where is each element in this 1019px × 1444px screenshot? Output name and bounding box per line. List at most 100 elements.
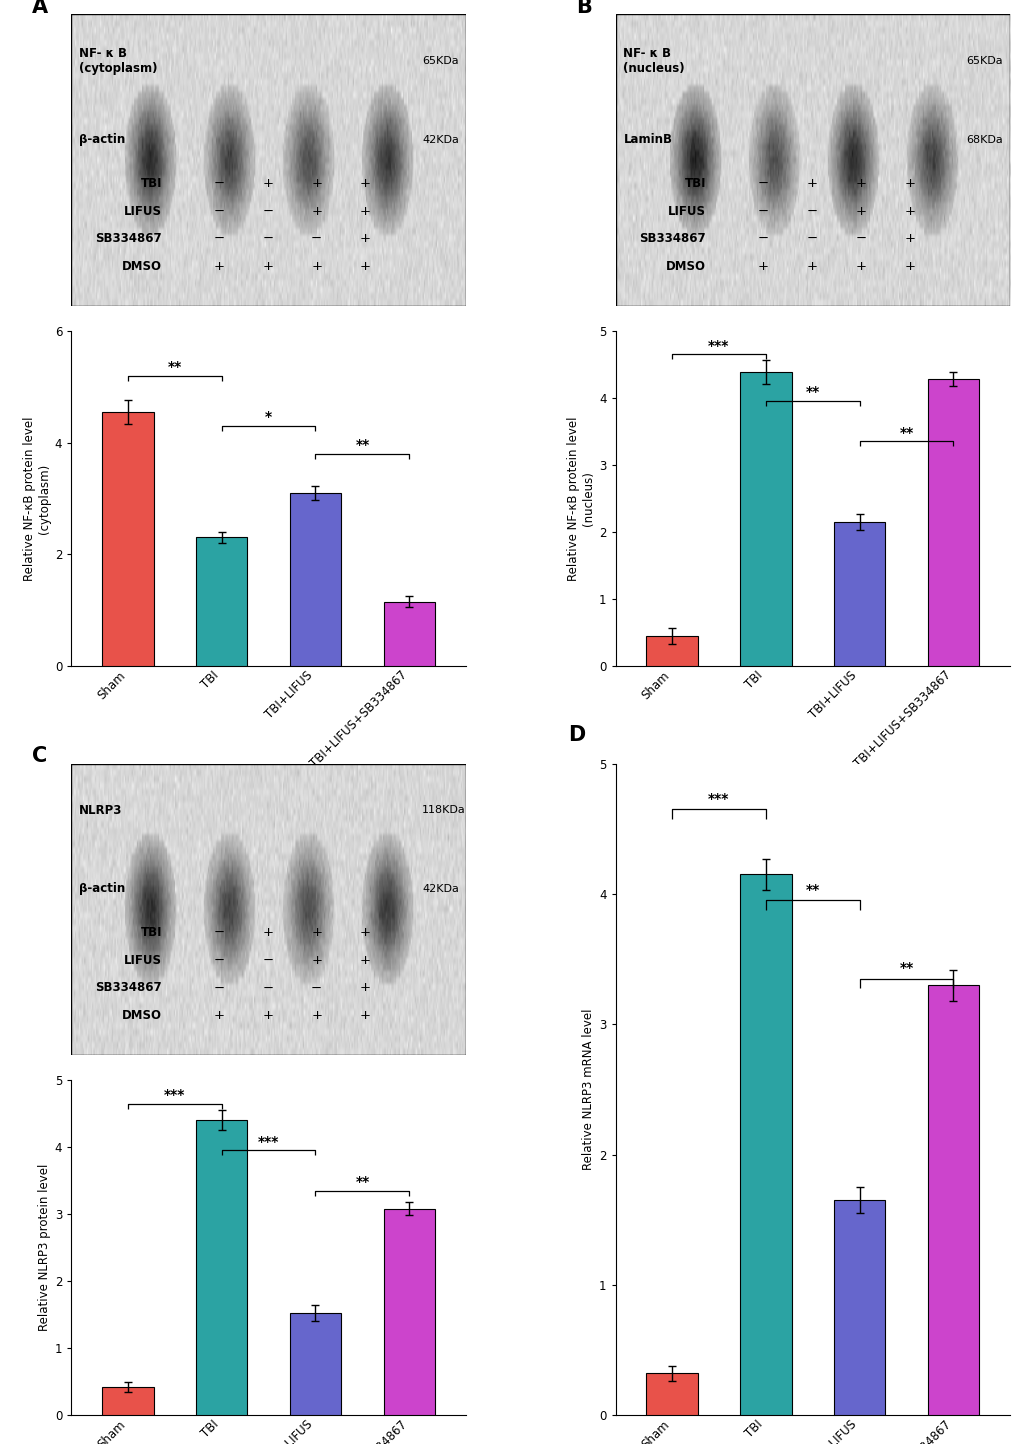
Text: −: − [213,926,224,939]
Text: −: − [757,178,767,191]
Text: β-actin: β-actin [79,882,125,895]
Text: ***: *** [258,1135,279,1148]
Text: **: ** [355,1175,369,1188]
Text: +: + [360,232,371,245]
Text: ***: *** [707,791,729,806]
Text: −: − [262,982,273,995]
Bar [739,875,791,1415]
Text: +: + [360,260,371,273]
Text: +: + [360,926,371,939]
Text: +: + [360,982,371,995]
Text: −: − [805,232,816,245]
Text: +: + [311,1009,322,1022]
Text: +: + [360,205,371,218]
Text: TBI: TBI [141,926,162,939]
Text: NF- κ B
(nucleus): NF- κ B (nucleus) [623,48,685,75]
Text: A: A [32,0,48,17]
Text: +: + [311,954,322,967]
Text: −: − [213,954,224,967]
Text: −: − [262,954,273,967]
Text: −: − [311,982,322,995]
Text: 68KDa: 68KDa [965,134,1003,144]
Text: D: D [568,725,585,745]
Text: LIFUS: LIFUS [124,954,162,967]
Text: +: + [360,1009,371,1022]
Text: 65KDa: 65KDa [965,56,1002,66]
Text: +: + [262,926,273,939]
Text: +: + [757,260,767,273]
Text: ***: *** [707,338,729,352]
Text: **: ** [899,426,913,439]
Y-axis label: Relative NF-κB protein level
(cytoplasm): Relative NF-κB protein level (cytoplasm) [22,416,51,580]
Text: *: * [265,410,272,425]
Text: 118KDa: 118KDa [422,806,466,816]
Text: B: B [576,0,591,17]
Text: NF- κ B
(cytoplasm): NF- κ B (cytoplasm) [79,48,158,75]
Bar [196,537,248,666]
Text: TBI: TBI [141,178,162,191]
Text: −: − [805,205,816,218]
Text: −: − [213,982,224,995]
Bar [926,380,978,666]
Text: +: + [854,178,865,191]
Text: LIFUS: LIFUS [667,205,705,218]
Bar [383,1209,435,1415]
Text: **: ** [167,360,181,374]
Text: TBI: TBI [684,178,705,191]
Text: 65KDa: 65KDa [422,56,459,66]
Text: −: − [262,232,273,245]
Bar [196,1121,248,1415]
Text: −: − [213,205,224,218]
Text: SB334867: SB334867 [96,982,162,995]
Text: −: − [757,205,767,218]
Bar [645,635,697,666]
Text: ***: *** [164,1087,185,1102]
Text: +: + [262,1009,273,1022]
Bar [833,1200,884,1415]
Text: +: + [854,205,865,218]
Bar [102,412,154,666]
Text: −: − [854,232,865,245]
Text: +: + [903,232,914,245]
Bar [289,492,341,666]
Text: +: + [903,205,914,218]
Text: 42KDa: 42KDa [422,134,459,144]
Text: +: + [360,178,371,191]
Y-axis label: Relative NLRP3 mRNA level: Relative NLRP3 mRNA level [581,1008,594,1170]
Text: C: C [32,747,47,767]
Y-axis label: Relative NF-κB protein level
(nucleus): Relative NF-κB protein level (nucleus) [567,416,594,580]
Text: +: + [360,954,371,967]
Text: **: ** [899,962,913,975]
Text: +: + [903,260,914,273]
Bar [383,602,435,666]
Text: DMSO: DMSO [122,260,162,273]
Text: −: − [213,178,224,191]
Bar [926,985,978,1415]
Text: **: ** [805,386,819,400]
Text: −: − [757,232,767,245]
Bar [645,1373,697,1415]
Text: +: + [213,1009,224,1022]
Bar [739,373,791,666]
Text: SB334867: SB334867 [96,232,162,245]
Bar [289,1313,341,1415]
Text: +: + [262,260,273,273]
Text: +: + [311,178,322,191]
Text: −: − [213,232,224,245]
Text: −: − [262,205,273,218]
Bar [833,521,884,666]
Text: NLRP3: NLRP3 [79,804,122,817]
Text: β-actin: β-actin [79,133,125,146]
Text: +: + [806,260,816,273]
Text: +: + [903,178,914,191]
Text: +: + [213,260,224,273]
Text: **: ** [355,438,369,452]
Text: **: ** [805,882,819,897]
Text: LIFUS: LIFUS [124,205,162,218]
Y-axis label: Relative NLRP3 protein level: Relative NLRP3 protein level [38,1164,51,1331]
Bar [102,1388,154,1415]
Text: +: + [311,926,322,939]
Text: SB334867: SB334867 [639,232,705,245]
Text: DMSO: DMSO [122,1009,162,1022]
Text: +: + [311,205,322,218]
